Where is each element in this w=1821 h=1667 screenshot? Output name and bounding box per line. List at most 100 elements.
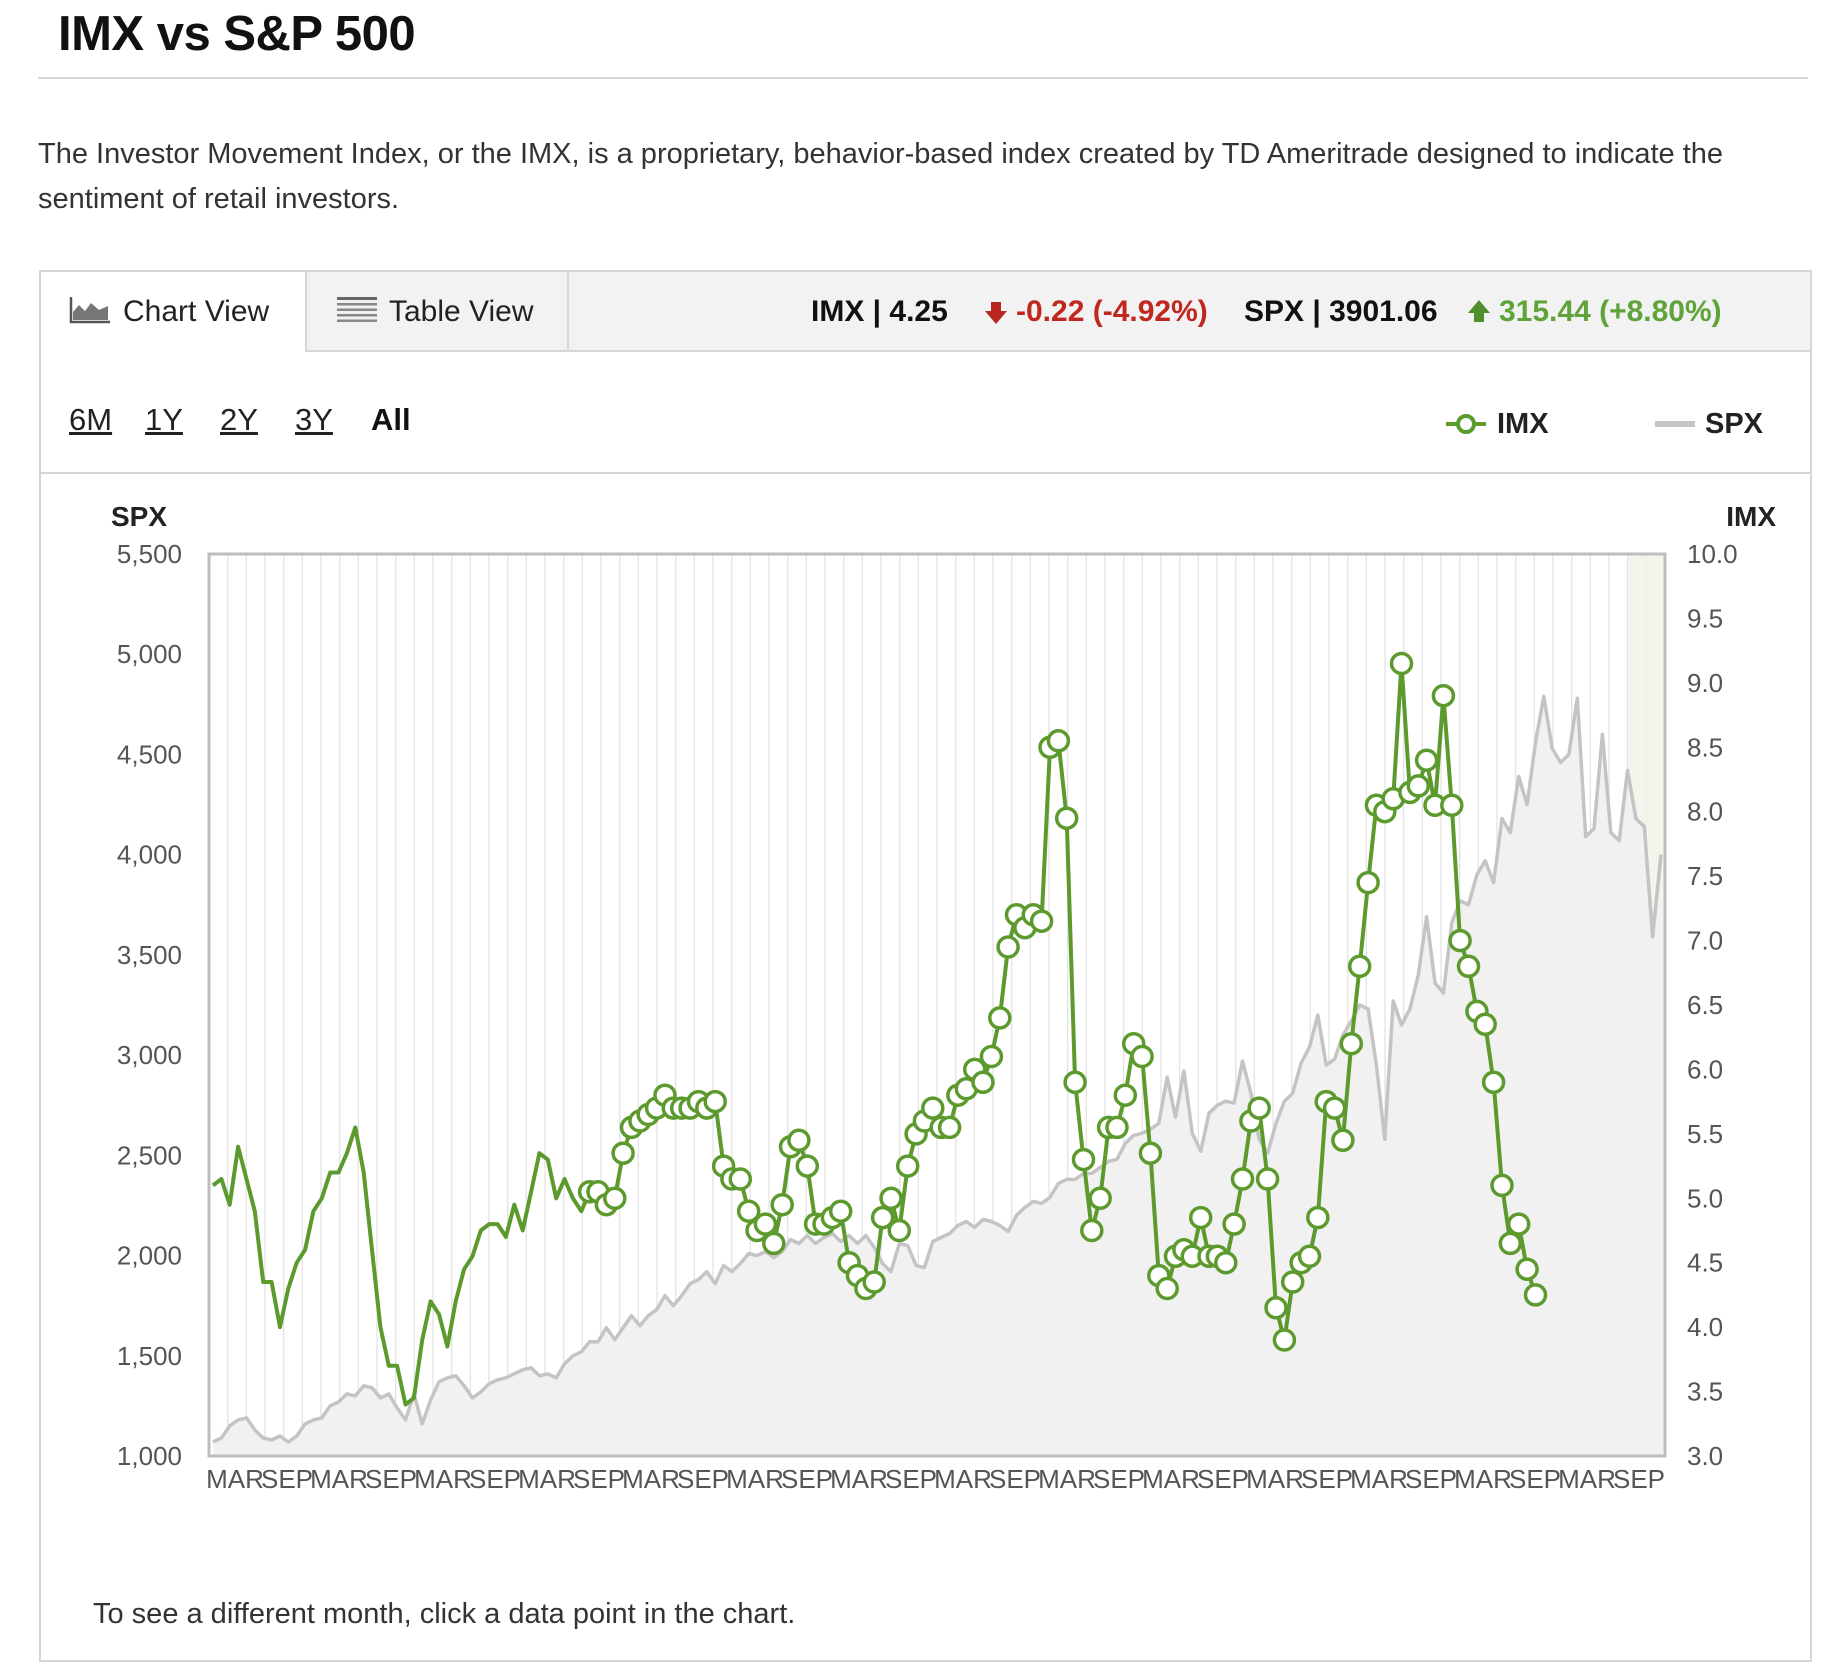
left-axis-tick-label: 4,000 — [117, 840, 182, 870]
imx-data-point — [787, 1128, 811, 1153]
x-axis-tick-label: SEP — [677, 1464, 729, 1494]
x-axis-tick-label: SEP — [781, 1464, 833, 1494]
range-2y[interactable]: 2Y — [220, 402, 258, 437]
imx-data-point — [1297, 1244, 1322, 1269]
chart-panel: Chart View Table View IMX | 4.25 -0.22 (… — [39, 270, 1812, 1662]
range-3y[interactable]: 3Y — [295, 402, 333, 437]
imx-data-point — [1105, 1115, 1129, 1140]
left-axis-tick-label: 5,000 — [117, 639, 182, 669]
spx-legend-line-icon — [1655, 421, 1695, 427]
right-axis-tick-label: 3.5 — [1687, 1377, 1723, 1407]
imx-data-point — [862, 1270, 886, 1294]
spx-quote-change: 315.44 (+8.80%) — [1499, 295, 1722, 328]
imx-data-point — [753, 1212, 778, 1236]
imx-data-point — [1138, 1141, 1163, 1165]
imx-data-point — [1456, 954, 1481, 979]
x-axis-tick-label: MAR — [1038, 1464, 1096, 1494]
x-axis-tick-label: MAR — [726, 1464, 784, 1494]
right-axis-tick-label: 9.5 — [1687, 603, 1723, 633]
imx-data-point — [1506, 1212, 1531, 1236]
right-axis-tick-label: 6.5 — [1687, 990, 1723, 1020]
imx-data-point — [1473, 1012, 1497, 1037]
right-axis-tick-label: 4.0 — [1687, 1312, 1723, 1342]
imx-data-point — [1523, 1283, 1548, 1307]
imx-data-point — [887, 1218, 912, 1243]
imx-data-point — [1414, 748, 1439, 772]
imx-data-point — [1063, 1070, 1087, 1095]
left-axis-tick-label: 1,000 — [117, 1441, 182, 1471]
imx-data-point — [921, 1096, 945, 1120]
right-axis-tick-label: 5.5 — [1687, 1119, 1723, 1149]
left-axis-tick-label: 4,500 — [117, 739, 182, 769]
x-axis-tick-label: SEP — [1509, 1464, 1561, 1494]
x-axis-tick-label: SEP — [469, 1464, 521, 1494]
right-axis-tick-label: 10.0 — [1687, 539, 1738, 569]
left-axis-tick-label: 3,000 — [117, 1040, 182, 1070]
legend-imx-label: IMX — [1497, 408, 1549, 440]
x-axis-tick-label: MAR — [310, 1464, 368, 1494]
right-axis-tick-label: 5.0 — [1687, 1183, 1723, 1213]
title-divider — [38, 77, 1808, 79]
x-axis-tick-label: MAR — [1142, 1464, 1200, 1494]
x-axis-tick-label: MAR — [934, 1464, 992, 1494]
x-axis-tick-label: MAR — [414, 1464, 472, 1494]
imx-data-point — [1054, 806, 1079, 830]
range-6m[interactable]: 6M — [69, 402, 113, 437]
imx-data-point — [1088, 1186, 1112, 1211]
x-axis-tick-label: SEP — [1405, 1464, 1457, 1494]
imx-data-point — [1046, 729, 1071, 753]
x-axis-tick-label: SEP — [365, 1464, 417, 1494]
legend-spx-label: SPX — [1705, 408, 1764, 440]
right-axis-tick-label: 8.5 — [1687, 732, 1723, 762]
imx-data-point — [895, 1154, 920, 1178]
imx-data-point — [1113, 1083, 1138, 1107]
imx-data-point — [870, 1205, 895, 1230]
description: The Investor Movement Index, or the IMX,… — [38, 138, 1724, 215]
imx-data-point — [1431, 683, 1456, 708]
x-axis-tick-label: SEP — [885, 1464, 937, 1494]
imx-data-point — [1515, 1257, 1539, 1281]
imx-data-point — [770, 1192, 794, 1217]
table-icon — [337, 297, 377, 322]
left-axis-tick-label: 2,500 — [117, 1140, 182, 1170]
tab-bar: Chart View Table View IMX | 4.25 -0.22 (… — [41, 272, 1810, 352]
imx-data-point — [1322, 1096, 1347, 1120]
tab-chart-view[interactable]: Chart View — [41, 272, 307, 352]
right-axis-tick-label: 9.0 — [1687, 668, 1723, 698]
imx-data-point — [1222, 1212, 1246, 1236]
tab-table-view[interactable]: Table View — [307, 272, 569, 352]
x-axis-tick-label: SEP — [573, 1464, 625, 1494]
imx-data-point — [1280, 1270, 1305, 1294]
left-axis-title: SPX — [111, 501, 167, 532]
imx-data-point — [979, 1044, 1004, 1069]
x-axis-tick-label: SEP — [1301, 1464, 1353, 1494]
range-1y[interactable]: 1Y — [145, 402, 183, 437]
x-axis-tick-label: SEP — [1613, 1464, 1665, 1494]
x-axis-tick-label: MAR — [518, 1464, 576, 1494]
spx-series-line — [212, 694, 1663, 1444]
imx-data-point — [1331, 1128, 1355, 1153]
right-axis-tick-label: 7.5 — [1687, 861, 1723, 891]
range-all[interactable]: All — [371, 402, 411, 437]
imx-data-point — [1440, 793, 1464, 818]
x-axis-tick-label: SEP — [1197, 1464, 1249, 1494]
imx-quote-label: IMX | 4.25 — [811, 295, 948, 328]
arrow-up-icon — [1468, 300, 1490, 322]
imx-data-point — [1490, 1173, 1514, 1198]
right-axis-tick-label: 7.0 — [1687, 926, 1723, 956]
footnote: To see a different month, click a data p… — [93, 1598, 796, 1630]
imx-data-point — [996, 935, 1020, 959]
x-axis-tick-label: SEP — [989, 1464, 1041, 1494]
imx-data-point — [1272, 1328, 1297, 1352]
imx-data-point — [1230, 1167, 1255, 1191]
right-axis-tick-label: 4.5 — [1687, 1248, 1723, 1278]
imx-data-point — [1389, 651, 1414, 676]
left-axis-tick-label: 2,000 — [117, 1241, 182, 1271]
imx-data-point — [1406, 774, 1431, 798]
right-axis-title: IMX — [1726, 501, 1776, 532]
imx-data-point — [1306, 1205, 1330, 1230]
imx-data-point — [1347, 954, 1372, 979]
page-title: IMX vs S&P 500 — [58, 7, 416, 61]
imx-data-point — [603, 1186, 627, 1211]
imx-data-point — [703, 1089, 727, 1114]
